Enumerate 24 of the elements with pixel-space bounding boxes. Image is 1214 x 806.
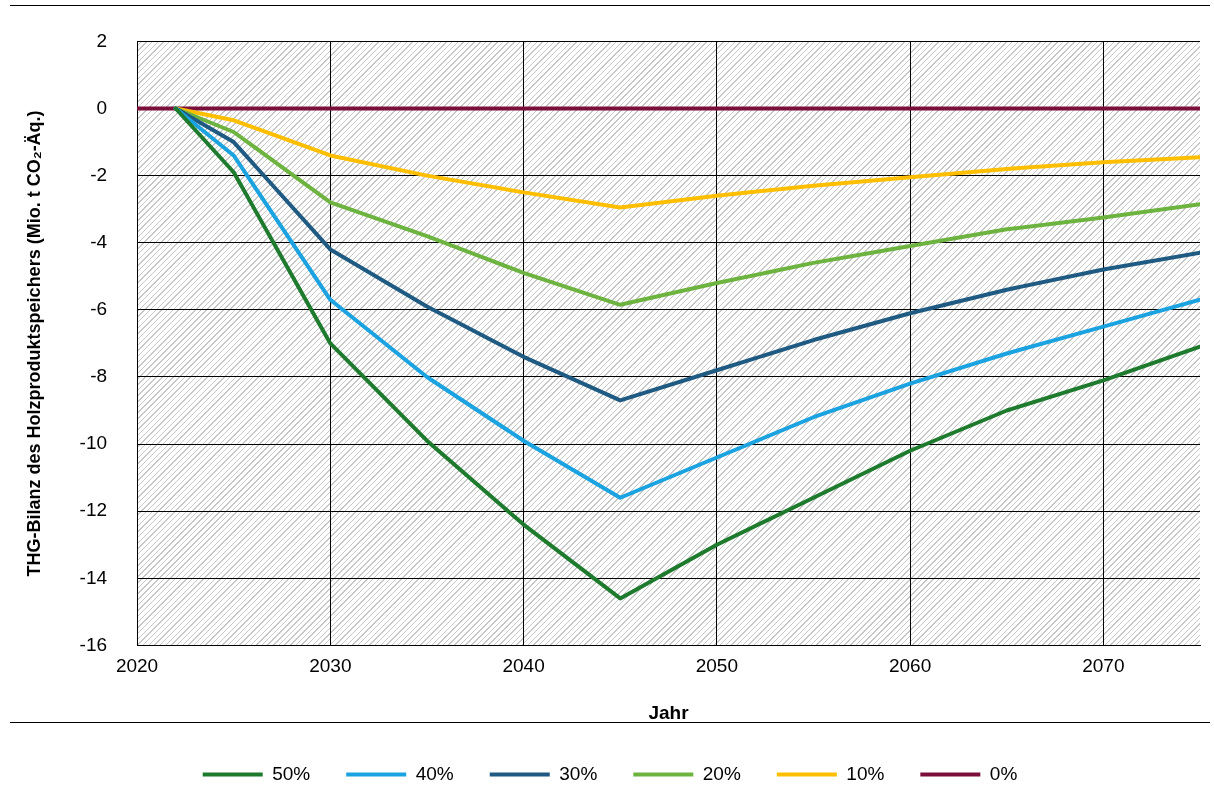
y-tick-label: 2: [96, 29, 108, 51]
legend-label: 10%: [846, 762, 885, 784]
x-tick-label: 2030: [309, 655, 352, 677]
x-axis-title: Jahr: [648, 701, 690, 723]
legend-label: 50%: [272, 762, 311, 784]
y-axis-title: THG-Bilanz des Holzproduktspeichers (Mio. t CO₂-Äq.): [23, 110, 44, 577]
x-tick-label: 2070: [1082, 655, 1125, 677]
y-tick-label: -2: [90, 163, 108, 185]
legend-label: 30%: [559, 762, 598, 784]
y-tick-label: -6: [90, 298, 108, 320]
x-tick-label: 2050: [695, 655, 738, 677]
x-tick-label: 2020: [115, 655, 159, 677]
y-tick-label: -8: [90, 365, 108, 387]
legend-label: 20%: [702, 762, 741, 784]
legend-label: 0%: [989, 762, 1018, 784]
x-tick-label: 2060: [888, 655, 932, 677]
y-tick-label: -12: [79, 499, 108, 521]
y-tick-label: -10: [79, 432, 108, 454]
y-tick-label: -4: [90, 230, 108, 252]
legend-label: 40%: [415, 762, 454, 784]
y-tick-label: -16: [79, 633, 108, 655]
y-tick-label: 0: [96, 96, 108, 118]
x-tick-label: 2040: [502, 655, 545, 677]
y-tick-label: -14: [79, 566, 108, 588]
